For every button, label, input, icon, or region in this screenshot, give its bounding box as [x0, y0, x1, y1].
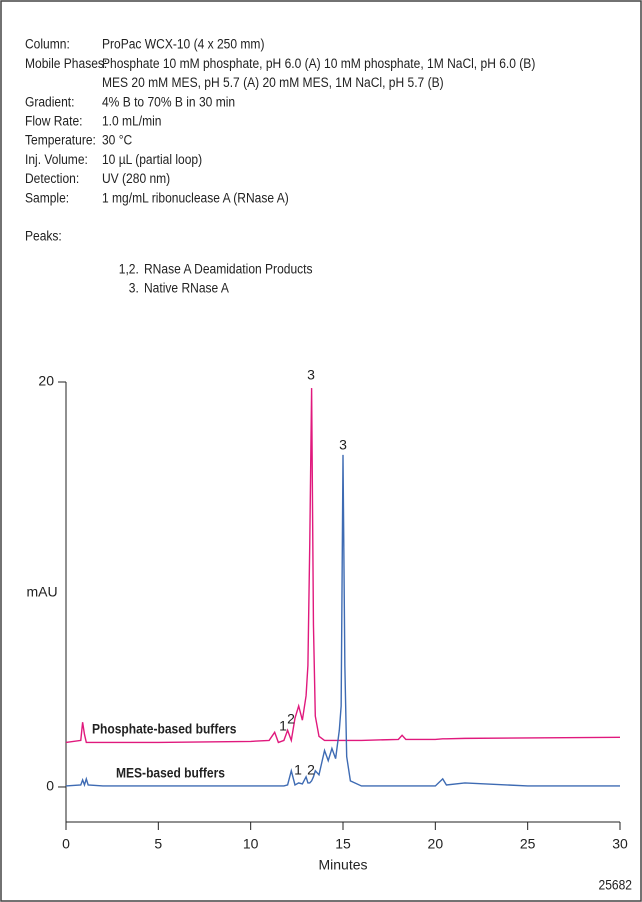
peak-annotation: 1 — [294, 762, 302, 778]
x-tick-label: 0 — [62, 836, 70, 852]
y-tick-label: 0 — [46, 778, 54, 794]
condition-value: 10 µL (partial loop) — [102, 151, 202, 167]
peak-annotation: 2 — [307, 762, 315, 778]
condition-value: UV (280 nm) — [102, 170, 170, 186]
condition-label: Inj. Volume: — [25, 151, 88, 167]
chart: 0 20 0 5 10 15 20 25 30 Minutes mAU Phosphate-based… — [26, 367, 628, 873]
condition-value: 30 °C — [102, 132, 132, 148]
peaks-label: Peaks: — [25, 228, 62, 244]
peak-number: 3. — [129, 280, 139, 296]
condition-label: Mobile Phases: — [25, 55, 107, 71]
condition-value: Phosphate 10 mM phosphate, pH 6.0 (A) 10… — [102, 55, 535, 71]
x-tick-label: 10 — [243, 836, 259, 852]
condition-label: Gradient: — [25, 93, 74, 109]
peak-name: Native RNase A — [144, 280, 229, 296]
peak-name: RNase A Deamidation Products — [144, 261, 313, 277]
y-axis-label: mAU — [26, 584, 57, 600]
condition-value: 1.0 mL/min — [102, 113, 162, 129]
series-label: MES-based buffers — [116, 765, 225, 781]
x-axis-label: Minutes — [318, 857, 367, 873]
series-label: Phosphate-based buffers — [92, 721, 236, 737]
trace — [65, 388, 621, 744]
condition-label: Sample: — [25, 189, 69, 205]
condition-value: MES 20 mM MES, pH 5.7 (A) 20 mM MES, 1M … — [102, 74, 444, 90]
x-tick-label: 5 — [154, 836, 162, 852]
peak-annotation: 2 — [287, 711, 295, 727]
x-tick-label: 15 — [335, 836, 351, 852]
condition-label: Flow Rate: — [25, 113, 83, 129]
x-tick-label: 30 — [612, 836, 628, 852]
peak-number: 1,2. — [119, 261, 139, 277]
peak-annotation: 1 — [279, 718, 287, 734]
peak-annotation: 3 — [307, 367, 315, 383]
y-tick-label: 20 — [38, 373, 54, 389]
condition-label: Column: — [25, 36, 70, 52]
condition-value: 4% B to 70% B in 30 min — [102, 93, 235, 109]
condition-label: Detection: — [25, 170, 79, 186]
condition-label: Temperature: — [25, 132, 96, 148]
trace — [65, 454, 620, 788]
condition-value: 1 mg/mL ribonuclease A (RNase A) — [102, 189, 289, 205]
condition-value: ProPac WCX-10 (4 x 250 mm) — [102, 36, 264, 52]
conditions: Column: ProPac WCX-10 (4 x 250 mm) Mobile … — [25, 36, 535, 296]
x-tick-label: 20 — [428, 836, 444, 852]
figure-number: 25682 — [599, 877, 632, 893]
peak-annotation: 3 — [339, 437, 347, 453]
x-tick-label: 25 — [520, 836, 536, 852]
